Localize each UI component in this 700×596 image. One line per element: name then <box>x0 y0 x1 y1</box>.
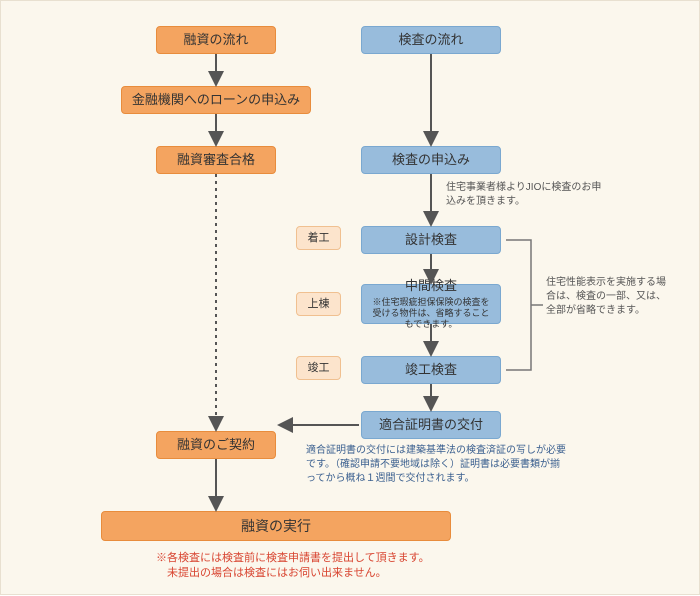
label: 融資の流れ <box>183 32 248 49</box>
label: 竣工 <box>308 361 330 375</box>
loan-contract-box: 融資のご契約 <box>156 431 276 459</box>
inspection-flow-title: 検査の流れ <box>361 26 501 54</box>
sub-label: ※住宅瑕疵担保保険の検査を受ける物件は、省略することもできます。 <box>370 297 492 329</box>
label: 融資のご契約 <box>177 437 255 454</box>
completion-inspection-box: 竣工検査 <box>361 356 501 384</box>
certificate-note: 適合証明書の交付には建築基準法の検査済証の写しが必要です。（確認申請不要地域は除… <box>306 444 566 486</box>
label: 竣工検査 <box>405 362 457 379</box>
loan-approval-box: 融資審査合格 <box>156 146 276 174</box>
footer-note: ※各検査には検査前に検査申請書を提出して頂きます。 未提出の場合は検査にはお伺い… <box>156 551 556 582</box>
text: 住宅性能表示を実施する場合は、検査の一部、又は、全部が省略できます。 <box>546 277 666 316</box>
bracket-note: 住宅性能表示を実施する場合は、検査の一部、又は、全部が省略できます。 <box>546 276 666 318</box>
phase-ridge-box: 上棟 <box>296 292 341 316</box>
line1: ※各検査には検査前に検査申請書を提出して頂きます。 <box>156 552 430 564</box>
label: 検査の流れ <box>398 32 463 49</box>
label: 中間検査 <box>405 278 457 295</box>
phase-complete-box: 竣工 <box>296 356 341 380</box>
flowchart-canvas: 融資の流れ 金融機関へのローンの申込み 融資審査合格 融資のご契約 融資の実行 … <box>0 0 700 595</box>
loan-application-box: 金融機関へのローンの申込み <box>121 86 311 114</box>
loan-execution-box: 融資の実行 <box>101 511 451 541</box>
label: 設計検査 <box>405 232 457 249</box>
inspection-application-box: 検査の申込み <box>361 146 501 174</box>
text: 住宅事業者様よりJIOに検査のお申込みを頂きます。 <box>446 182 601 207</box>
label: 融資審査合格 <box>177 152 255 169</box>
interim-inspection-box: 中間検査 ※住宅瑕疵担保保険の検査を受ける物件は、省略することもできます。 <box>361 284 501 324</box>
loan-flow-title: 融資の流れ <box>156 26 276 54</box>
label: 検査の申込み <box>392 152 470 169</box>
label: 上棟 <box>308 297 330 311</box>
label: 適合証明書の交付 <box>379 417 483 434</box>
text: 適合証明書の交付には建築基準法の検査済証の写しが必要です。（確認申請不要地域は除… <box>306 445 566 484</box>
label: 融資の実行 <box>241 517 311 535</box>
phase-start-box: 着工 <box>296 226 341 250</box>
certificate-box: 適合証明書の交付 <box>361 411 501 439</box>
inspection-app-note: 住宅事業者様よりJIOに検査のお申込みを頂きます。 <box>446 181 606 209</box>
label: 着工 <box>308 231 330 245</box>
design-inspection-box: 設計検査 <box>361 226 501 254</box>
line2: 未提出の場合は検査にはお伺い出来ません。 <box>156 567 387 579</box>
label: 金融機関へのローンの申込み <box>132 92 300 109</box>
